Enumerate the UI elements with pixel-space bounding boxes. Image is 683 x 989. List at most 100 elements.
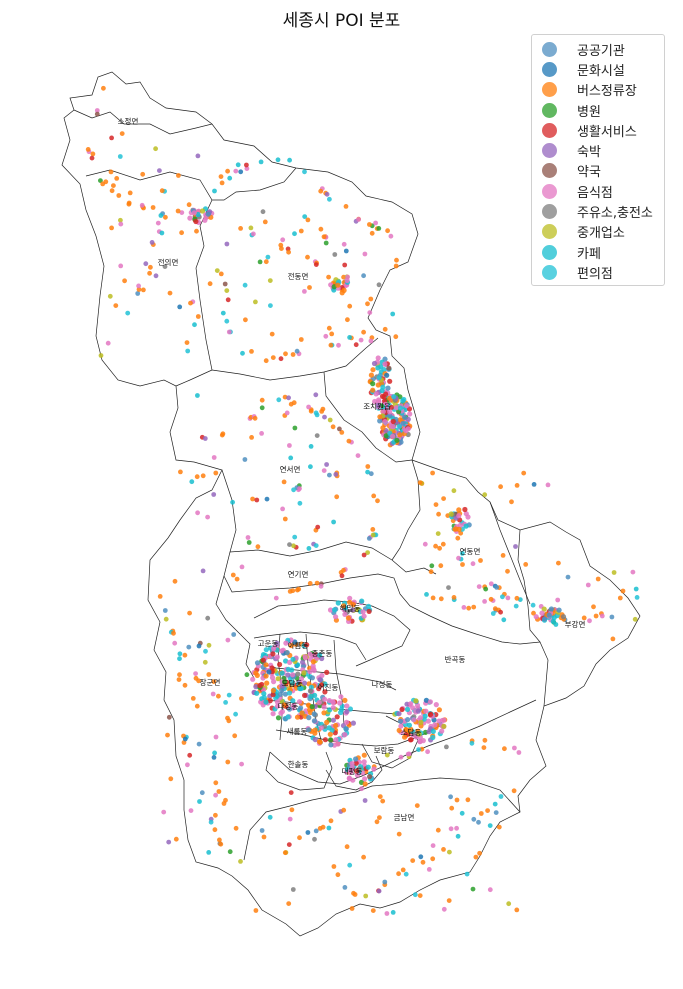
poi-point xyxy=(352,892,358,897)
poi-point xyxy=(261,691,267,697)
poi-point xyxy=(329,727,335,733)
poi-point xyxy=(556,560,561,566)
poi-point xyxy=(385,228,390,234)
boundary-jeondong-south xyxy=(211,337,379,381)
poi-point xyxy=(396,727,402,734)
poi-point xyxy=(322,414,327,420)
poi-point xyxy=(224,318,230,324)
poi-point xyxy=(216,693,221,699)
poi-point xyxy=(264,496,270,502)
poi-point xyxy=(403,726,409,733)
poi-point xyxy=(224,241,230,247)
poi-point xyxy=(277,661,283,668)
poi-point xyxy=(368,471,374,477)
poi-point xyxy=(269,331,275,337)
poi-point xyxy=(360,609,366,615)
boundary-yeongi xyxy=(223,551,401,595)
poi-point xyxy=(436,511,441,517)
poi-point xyxy=(159,230,165,236)
poi-point xyxy=(437,545,442,551)
poi-point xyxy=(309,704,315,710)
poi-point xyxy=(283,351,288,357)
poi-point xyxy=(338,709,344,716)
poi-point xyxy=(531,610,536,616)
poi-point xyxy=(490,611,496,616)
legend-marker xyxy=(542,41,557,57)
poi-point xyxy=(107,293,113,299)
poi-point xyxy=(458,530,464,536)
poi-point xyxy=(225,168,231,174)
poi-point xyxy=(470,886,476,892)
legend-label: 편의점 xyxy=(577,266,613,282)
poi-point xyxy=(384,372,390,378)
poi-point xyxy=(428,569,434,575)
poi-point xyxy=(365,550,370,555)
poi-point xyxy=(205,211,211,217)
poi-point xyxy=(455,535,461,541)
poi-point xyxy=(506,901,512,907)
boundary-yeonseo-south xyxy=(221,469,437,575)
poi-point xyxy=(318,226,324,232)
poi-point xyxy=(218,174,224,180)
poi-point xyxy=(302,692,308,699)
poi-point xyxy=(149,240,155,245)
poi-point xyxy=(225,715,230,721)
poi-point xyxy=(337,426,342,432)
poi-point xyxy=(290,352,296,357)
poi-point xyxy=(366,536,372,541)
poi-point xyxy=(396,711,402,717)
poi-point xyxy=(295,671,301,677)
poi-point xyxy=(182,736,188,742)
poi-point xyxy=(404,403,410,409)
poi-point xyxy=(298,705,304,711)
poi-point xyxy=(361,613,367,619)
poi-point xyxy=(393,405,399,411)
poi-point xyxy=(587,618,592,624)
poi-point xyxy=(383,433,389,439)
legend-marker xyxy=(542,122,557,138)
poi-point xyxy=(90,151,96,157)
poi-point xyxy=(118,221,124,227)
poi-point xyxy=(302,169,307,175)
poi-point xyxy=(173,836,179,842)
poi-point xyxy=(219,180,225,186)
poi-point xyxy=(429,563,435,569)
poi-point xyxy=(321,234,327,240)
poi-point xyxy=(328,342,334,348)
poi-point xyxy=(301,670,307,676)
poi-point xyxy=(139,202,145,208)
poi-point xyxy=(408,737,414,743)
poi-point xyxy=(306,727,312,733)
poi-point xyxy=(334,494,340,500)
poi-point xyxy=(186,644,192,650)
poi-point xyxy=(337,700,343,706)
poi-point xyxy=(307,688,313,694)
poi-point xyxy=(162,264,168,269)
boundary-sojeong xyxy=(73,109,213,135)
poi-point xyxy=(319,682,325,688)
district-label: 한솔동 xyxy=(288,760,309,769)
poi-point xyxy=(316,700,322,706)
legend-item: 버스정류장 xyxy=(542,80,664,100)
boundary-yeondong-west xyxy=(391,459,421,561)
poi-point xyxy=(238,859,243,864)
boundary-jochiwon xyxy=(323,371,413,463)
poi-point xyxy=(432,722,438,728)
poi-point xyxy=(361,329,366,335)
poi-point xyxy=(435,531,441,536)
poi-point xyxy=(326,274,331,280)
poi-point xyxy=(394,437,400,443)
poi-point xyxy=(620,588,626,594)
poi-point xyxy=(230,572,236,578)
poi-point xyxy=(349,906,355,911)
poi-point xyxy=(281,479,287,485)
poi-point xyxy=(359,786,364,792)
poi-point xyxy=(191,210,197,216)
poi-point xyxy=(232,733,238,739)
poi-point xyxy=(471,816,477,822)
boundary-newtown-north xyxy=(253,599,411,667)
poi-point xyxy=(285,672,291,678)
legend-marker xyxy=(542,183,557,199)
poi-point xyxy=(345,317,350,323)
